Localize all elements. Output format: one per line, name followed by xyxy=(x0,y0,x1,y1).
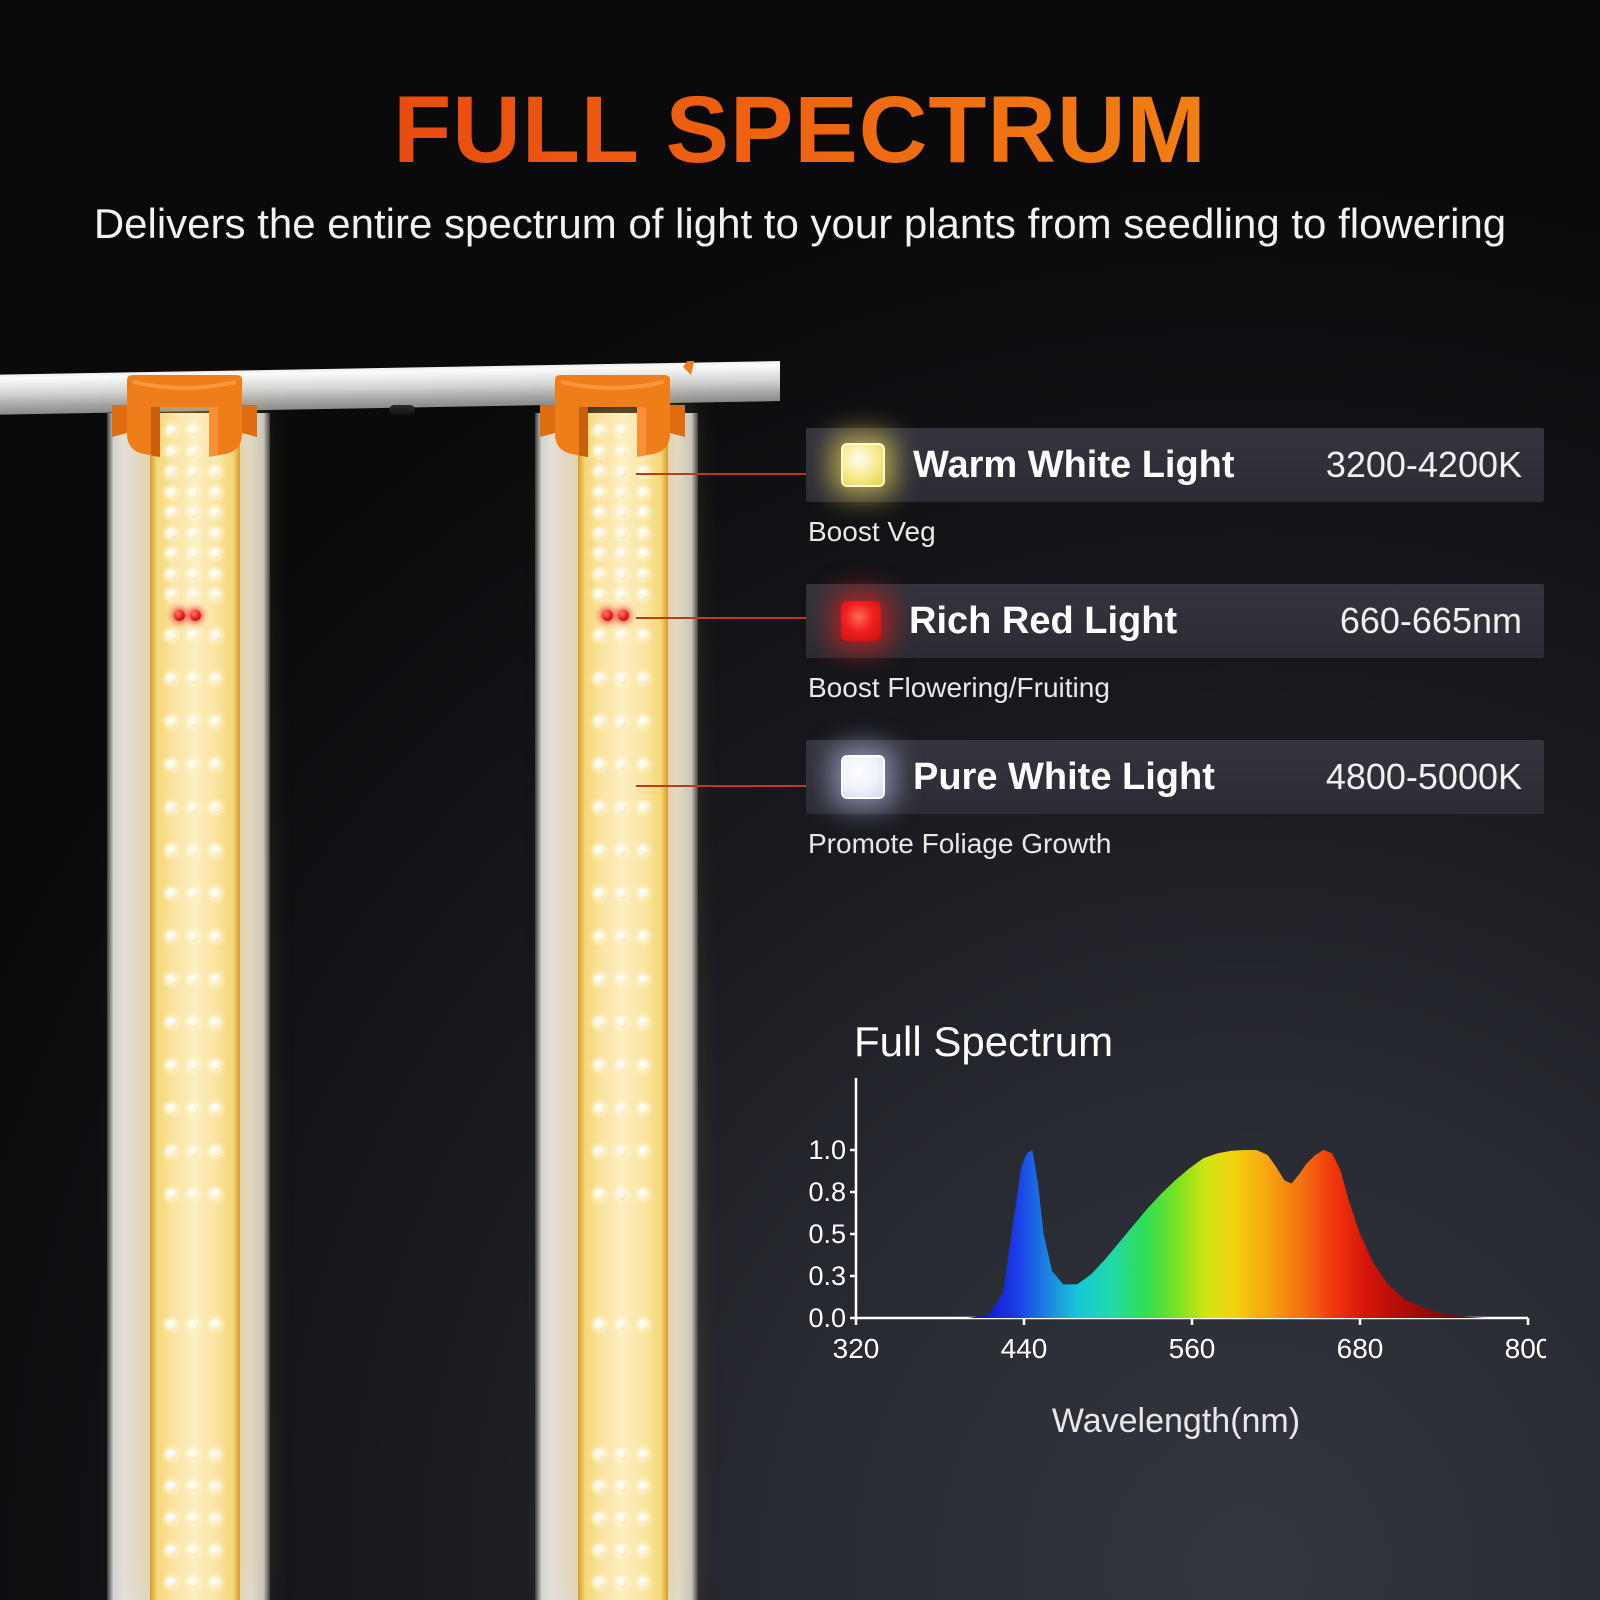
svg-text:320: 320 xyxy=(833,1333,880,1364)
svg-text:0.5: 0.5 xyxy=(808,1219,846,1249)
svg-text:0.3: 0.3 xyxy=(808,1261,846,1291)
svg-text:0.8: 0.8 xyxy=(808,1177,846,1207)
svg-text:440: 440 xyxy=(1001,1333,1048,1364)
svg-text:560: 560 xyxy=(1169,1333,1216,1364)
svg-text:680: 680 xyxy=(1337,1333,1384,1364)
svg-text:0.0: 0.0 xyxy=(808,1303,846,1333)
svg-text:800: 800 xyxy=(1505,1333,1546,1364)
svg-text:1.0: 1.0 xyxy=(808,1135,846,1165)
